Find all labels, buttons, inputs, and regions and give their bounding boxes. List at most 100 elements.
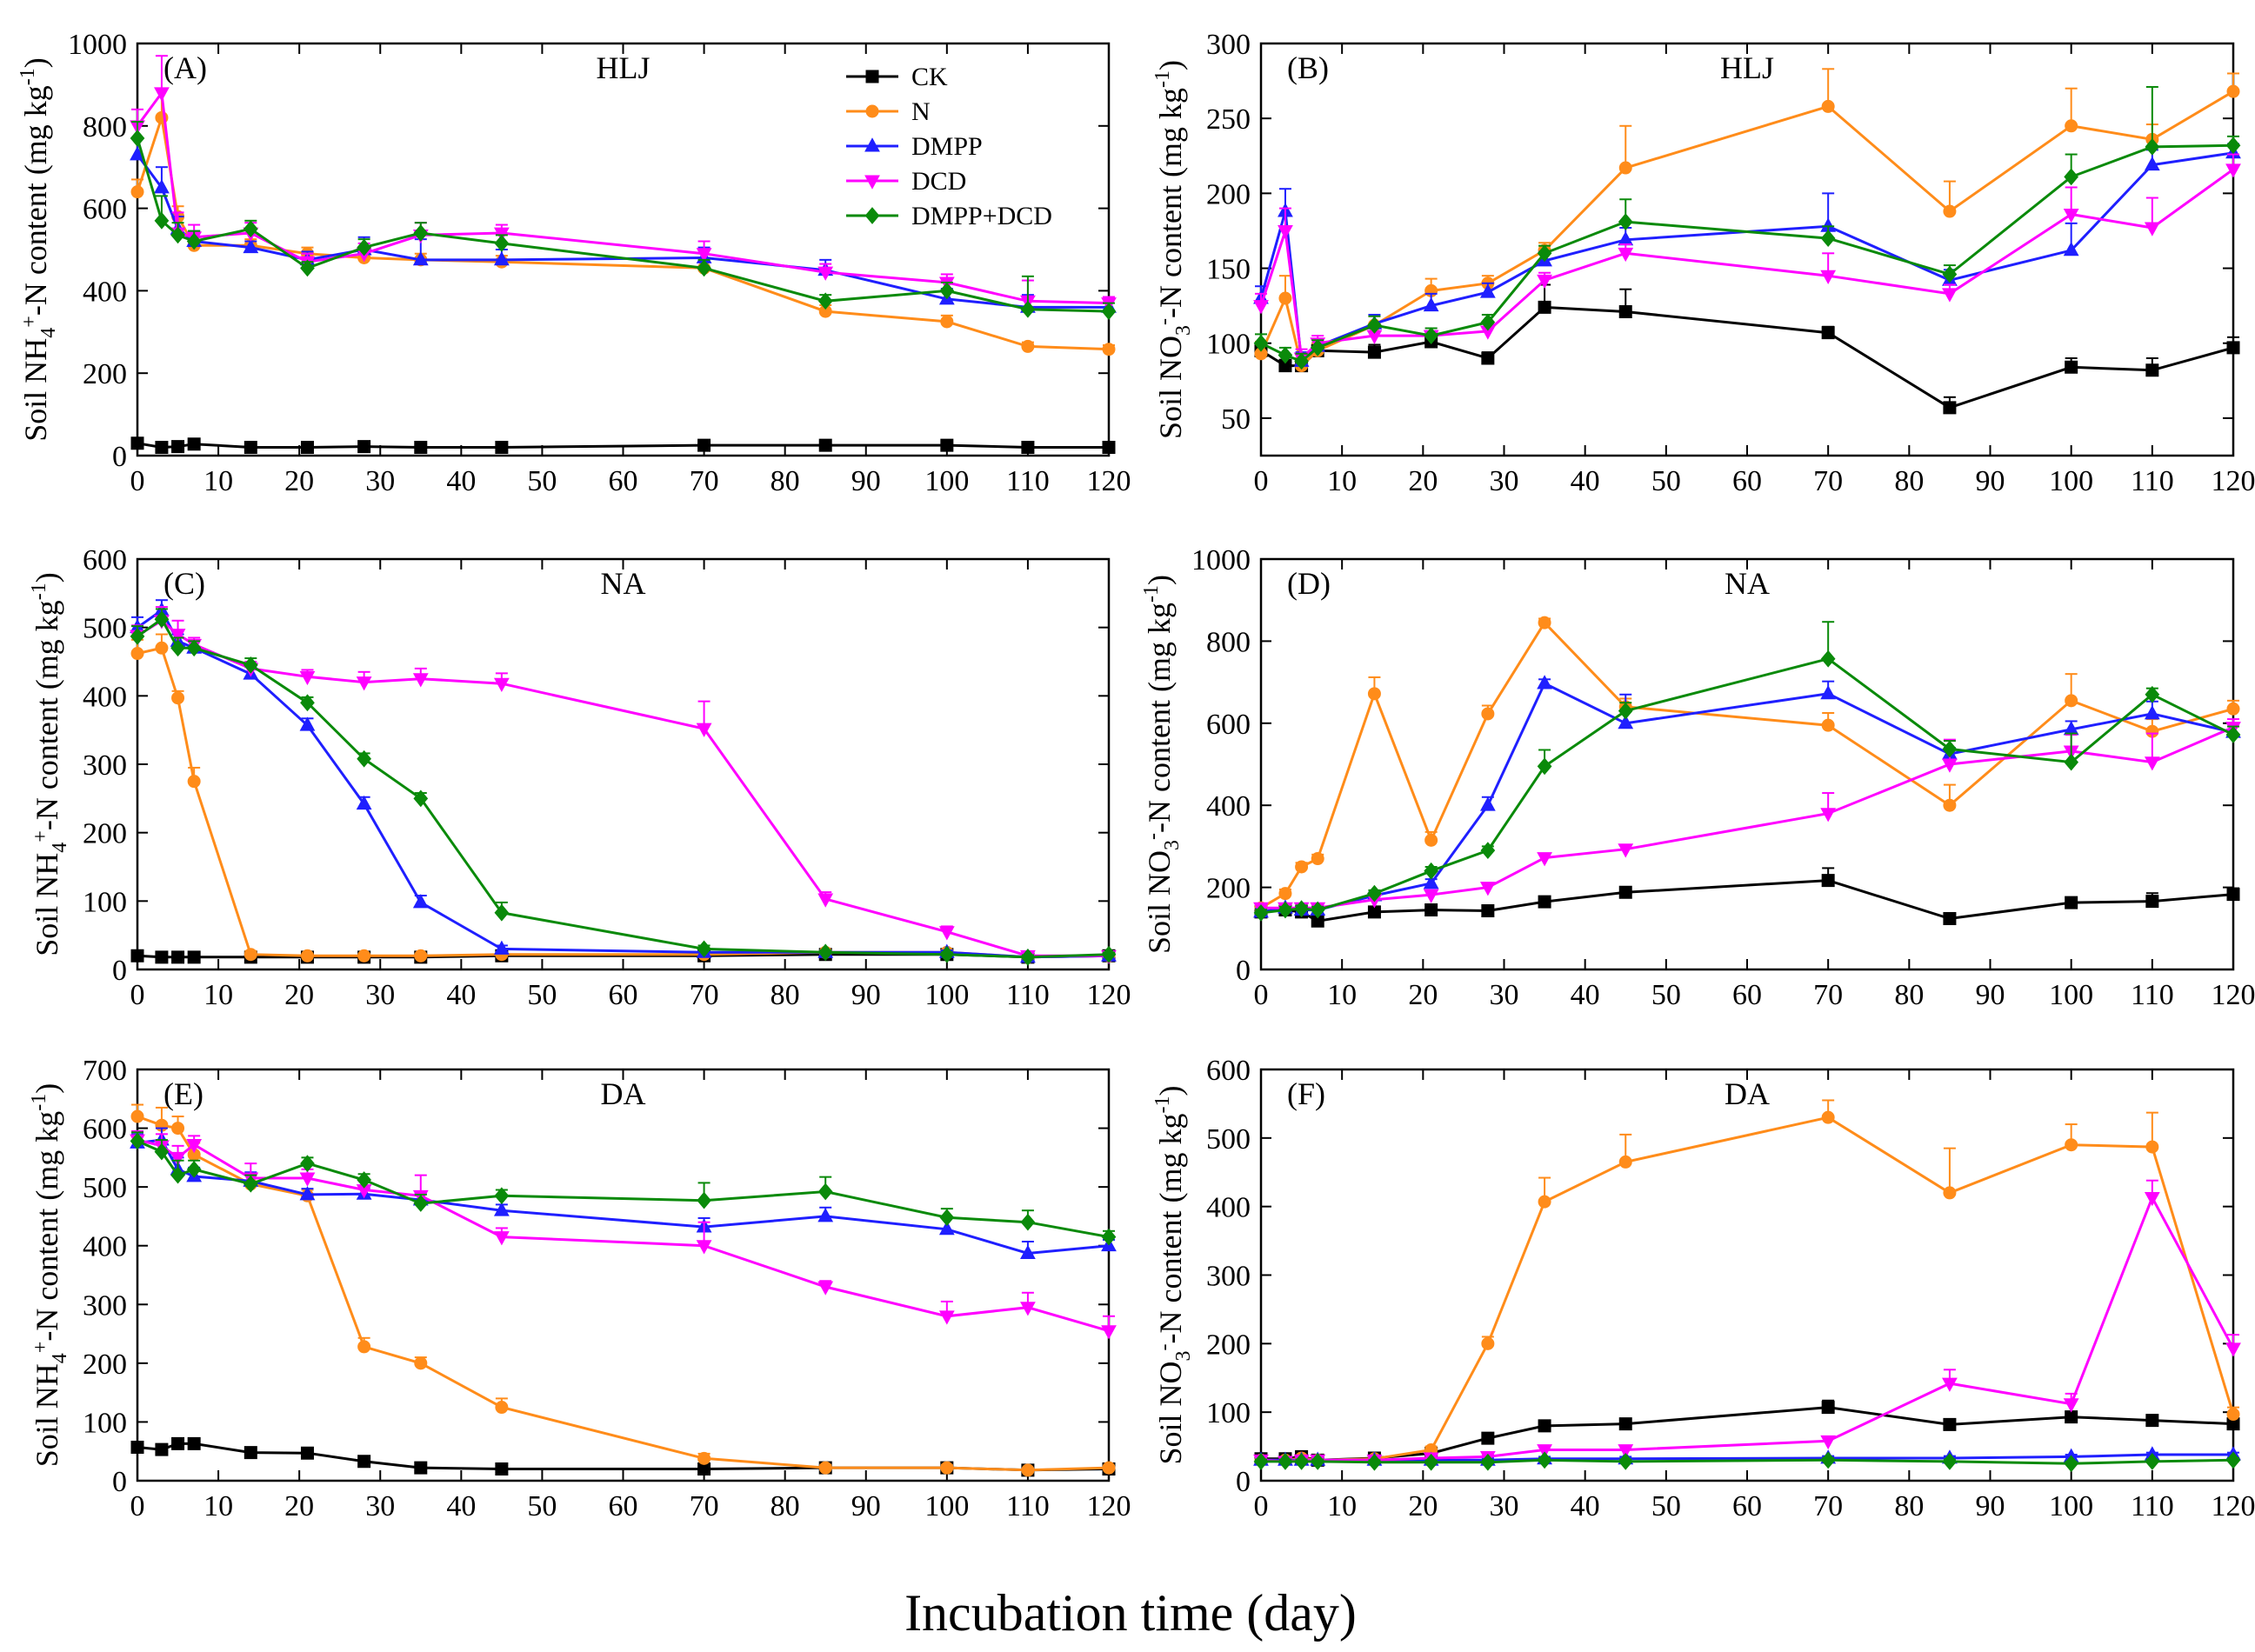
x-tick-label: 0 [130, 465, 145, 497]
data-point [244, 442, 257, 454]
data-point [188, 438, 200, 450]
data-point [1619, 886, 1631, 898]
y-tick-label: 600 [83, 194, 127, 226]
x-tick-label: 120 [1087, 979, 1131, 1011]
data-point [1022, 1464, 1034, 1476]
y-tick-label: 600 [1206, 1055, 1251, 1087]
data-point [2146, 896, 2158, 908]
x-tick-label: 80 [1894, 1490, 1924, 1522]
data-point [940, 1311, 954, 1324]
data-point [1482, 352, 1494, 364]
series-dcd [130, 56, 1116, 310]
y-tick-label: 300 [83, 749, 127, 782]
data-point [2065, 1399, 2078, 1412]
data-point [2065, 1411, 2078, 1423]
x-tick-label: 0 [1254, 465, 1269, 497]
data-point [358, 441, 370, 453]
series-line [137, 1443, 1109, 1469]
series-line [137, 93, 1109, 303]
series-line [1261, 659, 2233, 913]
y-axis-label: Soil NO3--N content (mg kg-1) [1151, 60, 1195, 439]
y-tick-label: 300 [1206, 1261, 1251, 1293]
panel-letter: (B) [1287, 50, 1329, 85]
data-point [1482, 905, 1494, 917]
data-point [1021, 302, 1034, 317]
data-point [1311, 853, 1324, 865]
data-point [156, 1443, 168, 1455]
data-point [172, 692, 184, 704]
data-point [1482, 1337, 1494, 1349]
x-tick-label: 60 [1732, 1490, 1762, 1522]
y-axis-label: Soil NH4+-N content (mg kg-1) [28, 572, 71, 956]
data-point [1481, 797, 1495, 810]
data-point [131, 186, 143, 198]
y-axis-label-part: + [30, 1342, 52, 1354]
data-point [1482, 1432, 1494, 1444]
y-tick-label: 800 [1206, 626, 1251, 658]
data-point [1944, 205, 1956, 217]
panel-letter: (D) [1287, 566, 1331, 601]
x-tick-label: 50 [527, 979, 557, 1011]
data-point [2065, 120, 2078, 132]
data-point [941, 316, 953, 328]
x-tick-label: 120 [2212, 979, 2255, 1011]
y-tick-label: 0 [112, 1466, 127, 1498]
series-dcd [1254, 155, 2240, 366]
data-point [2146, 1415, 2158, 1427]
y-axis-label-part: ) [1153, 1086, 1188, 1096]
data-point [301, 442, 313, 454]
plot-frame [137, 559, 1109, 969]
data-point [244, 949, 257, 961]
x-tick-label: 20 [1408, 1490, 1438, 1522]
y-axis-label-part: ) [30, 572, 64, 583]
data-point [1103, 1462, 1115, 1474]
data-point [2145, 757, 2159, 770]
x-tick-label: 110 [1006, 979, 1050, 1011]
x-tick-label: 60 [1732, 465, 1762, 497]
y-axis-label-part: -N content (mg kg [30, 1111, 64, 1342]
data-point [1822, 875, 1834, 887]
y-tick-label: 200 [1206, 1329, 1251, 1361]
data-point [1822, 100, 1834, 112]
series-n [131, 1105, 1115, 1476]
y-axis-label-part: 3 [1172, 1350, 1195, 1361]
data-point [941, 1462, 953, 1474]
data-point [2065, 169, 2078, 184]
data-point [940, 283, 953, 298]
y-tick-label: 100 [1206, 329, 1251, 361]
y-tick-label: 0 [1236, 955, 1251, 987]
panel-title: DA [601, 1076, 646, 1111]
y-axis-label-part: 4 [49, 1353, 71, 1363]
data-point [1822, 1402, 1834, 1414]
y-axis-label-part: -1 [17, 68, 39, 85]
series-dcd [130, 607, 1116, 963]
x-tick-label: 110 [2131, 465, 2174, 497]
series-line [137, 621, 1109, 956]
figure-xlabel: Incubation time (day) [904, 1584, 1357, 1642]
y-tick-label: 0 [1236, 1466, 1251, 1498]
legend-label: DMPP+DCD [911, 202, 1052, 230]
y-tick-label: 0 [112, 955, 127, 987]
x-tick-label: 80 [1894, 979, 1924, 1011]
x-tick-label: 60 [1732, 979, 1762, 1011]
x-tick-label: 90 [851, 1490, 881, 1522]
y-axis-label-part: ) [1142, 575, 1177, 585]
data-point [1538, 301, 1551, 313]
series-dmpp [1254, 143, 2240, 366]
y-tick-label: 800 [83, 111, 127, 143]
y-axis-label-part: -1 [1151, 1096, 1174, 1114]
data-point [1103, 343, 1115, 356]
x-tick-label: 120 [1087, 465, 1131, 497]
x-tick-label: 40 [446, 1490, 476, 1522]
data-point [2145, 1192, 2159, 1205]
series-dmpp [130, 1129, 1116, 1259]
x-tick-label: 30 [1490, 465, 1519, 497]
y-axis-label-part: ) [30, 1083, 64, 1094]
data-point [358, 949, 370, 962]
y-axis-label-part: -N content (mg kg [1153, 1114, 1188, 1344]
panel-title: DA [1725, 1076, 1770, 1111]
x-tick-label: 40 [446, 465, 476, 497]
